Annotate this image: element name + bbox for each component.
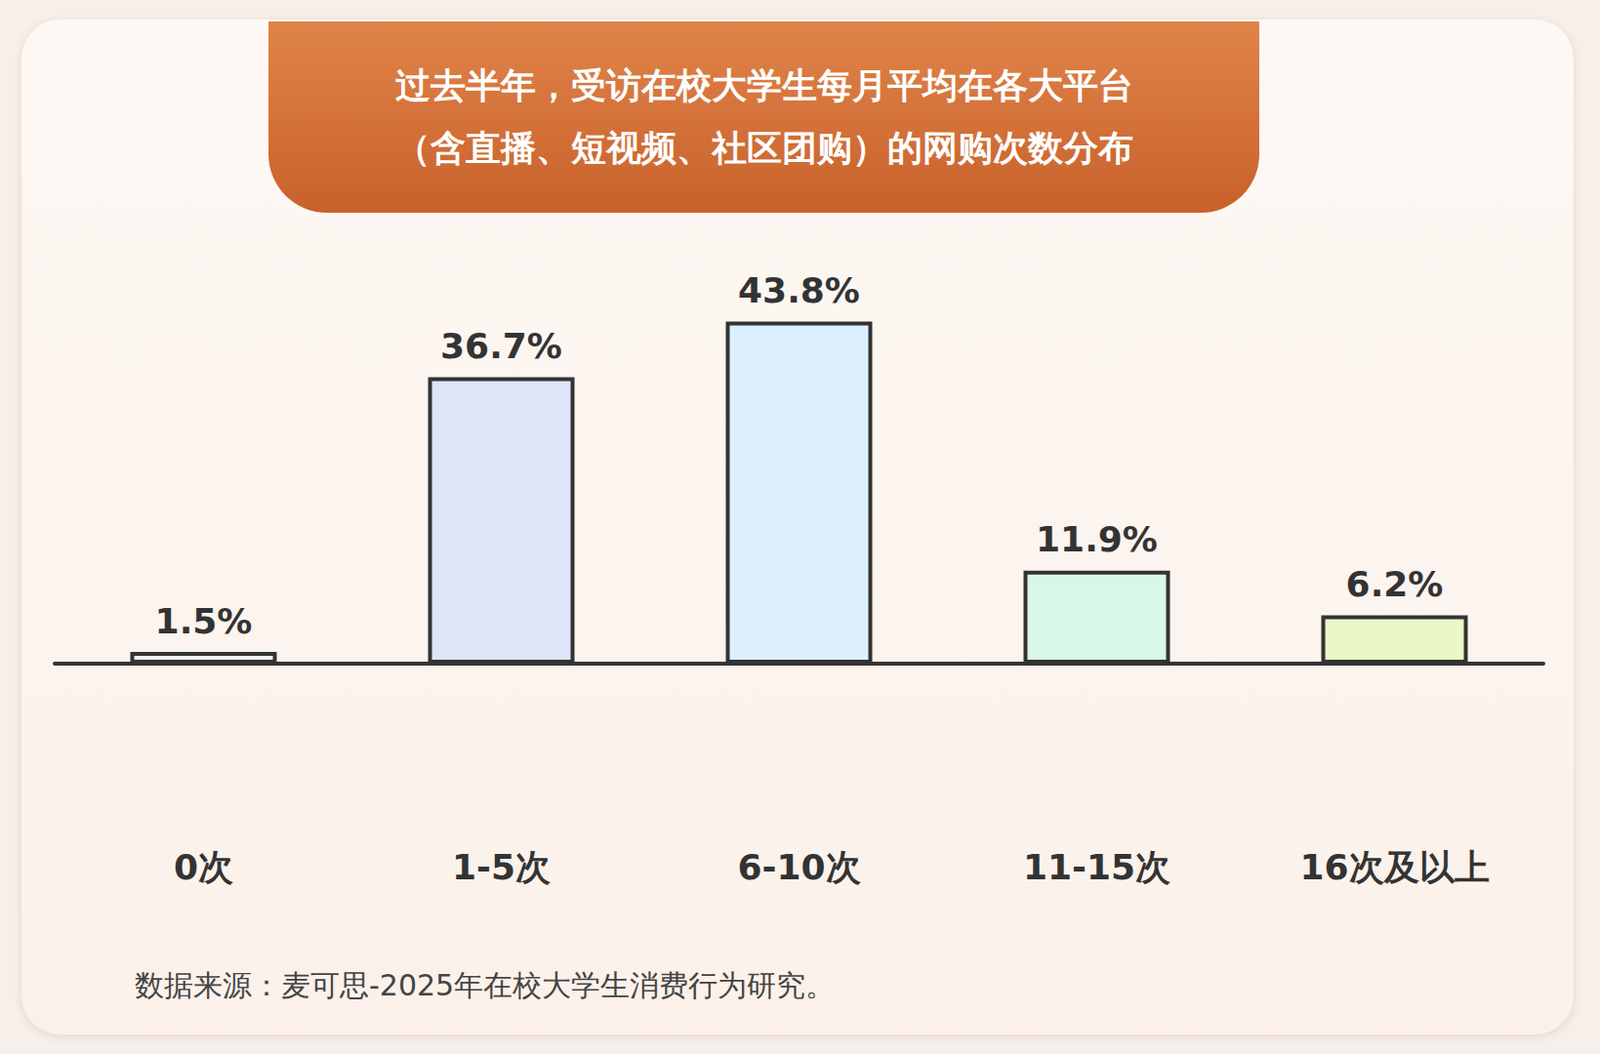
html-text:数据来源：麦可思-2025年在校大学生消费行为研究。: 数据来源：麦可思-2025年在校大学生消费行为研究。: [134, 968, 835, 1003]
svg-text:43.8%: 43.8%: [738, 270, 861, 311]
svg-text:0次: 0次: [173, 847, 234, 888]
html-text:（含直播、短视频、社区团购）的网购次数分布: （含直播、短视频、社区团购）的网购次数分布: [394, 127, 1133, 168]
svg-text:11.9%: 11.9%: [1035, 519, 1158, 560]
svg-text:6-10次: 6-10次: [737, 847, 861, 888]
html-text:过去半年，受访在校大学生每月平均在各大平台: 过去半年，受访在校大学生每月平均在各大平台: [394, 65, 1133, 106]
svg-text:1-5次: 1-5次: [451, 847, 551, 888]
svg-text:36.7%: 36.7%: [440, 326, 563, 367]
svg-text:16次及以上: 16次及以上: [1299, 847, 1489, 888]
svg-text:6.2%: 6.2%: [1346, 564, 1444, 605]
svg-text:1.5%: 1.5%: [155, 601, 253, 642]
svg-text:11-15次: 11-15次: [1023, 847, 1171, 888]
